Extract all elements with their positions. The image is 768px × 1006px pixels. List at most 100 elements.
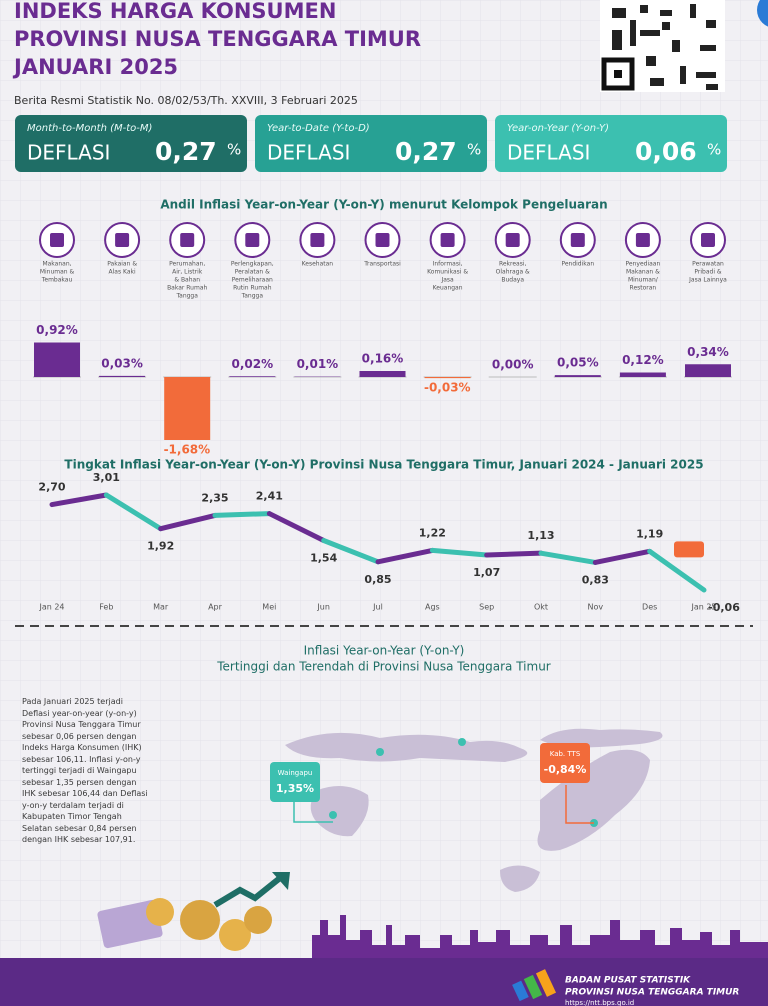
point-value-label: -0,06 <box>708 601 740 614</box>
card-unit: % <box>467 141 481 159</box>
line-segment <box>647 548 707 593</box>
line-segment <box>484 550 544 558</box>
card-kind: DEFLASI <box>267 141 350 165</box>
stat-card <box>15 115 247 172</box>
x-tick-label: Jan 25 <box>690 603 716 612</box>
card-value: 0,27 <box>395 137 457 166</box>
bar <box>619 372 666 377</box>
card-unit: % <box>707 141 721 159</box>
bar-value-label: 0,00% <box>492 358 534 372</box>
category-icon-glyph <box>50 233 64 247</box>
bar-value-label: 0,16% <box>362 352 404 366</box>
map-title: Inflasi Year-on-Year (Y-on-Y) <box>304 644 465 658</box>
footer-url: https://ntt.bps.go.id <box>565 999 634 1006</box>
x-tick-label: Ags <box>425 603 440 612</box>
category-label: Rutin Rumah <box>233 285 272 292</box>
line-segment <box>158 512 218 532</box>
category-label: Pemeliharaan <box>232 277 273 284</box>
category-label: Informasi, <box>433 261 463 268</box>
x-tick-label: Jan 24 <box>38 603 64 612</box>
line-segment <box>592 548 653 565</box>
card-unit: % <box>227 141 241 159</box>
bar-value-label: 0,34% <box>687 345 729 359</box>
point-value-label: 2,35 <box>201 491 228 504</box>
line-segment <box>49 492 109 508</box>
callout-name: Kab. TTS <box>550 750 581 758</box>
map-title: Tertinggi dan Terendah di Provinsi Nusa … <box>216 660 551 674</box>
category-label: Transportasi <box>363 261 401 268</box>
bar <box>424 377 471 379</box>
bar <box>34 342 80 377</box>
callout-name: Waingapu <box>278 769 313 777</box>
category-label: & Bahan <box>174 277 200 284</box>
header-subtitle: Berita Resmi Statistik No. 08/02/53/Th. … <box>14 94 358 107</box>
category-icon-glyph <box>180 233 195 247</box>
category-label: Alas Kaki <box>109 269 136 276</box>
bps-logo <box>512 969 557 1002</box>
callout-box <box>270 762 320 802</box>
card-label: Month-to-Month (M-to-M) <box>27 123 152 134</box>
bar-value-label: 0,01% <box>297 357 339 371</box>
callout-line <box>565 785 594 824</box>
card-kind: DEFLASI <box>507 141 590 165</box>
stat-card <box>255 115 487 172</box>
edge-badge <box>757 0 768 27</box>
x-tick-label: Jul <box>372 603 383 612</box>
category-label: Minuman/ <box>628 277 659 284</box>
map-islands <box>285 728 663 892</box>
x-tick-label: Okt <box>534 603 548 612</box>
category-label: Tembakau <box>41 277 73 284</box>
card-kind: DEFLASI <box>27 141 110 165</box>
skyline <box>312 915 768 960</box>
bar-value-label: 0,05% <box>557 356 599 370</box>
x-tick-label: Des <box>642 603 657 612</box>
header-title: INDEKS HARGA KONSUMEN <box>14 0 336 23</box>
category-label: Olahraga & <box>496 269 530 276</box>
category-label: Minuman & <box>40 269 75 276</box>
callout-value: 1,35% <box>276 782 314 795</box>
category-label: Perawatan <box>692 261 724 268</box>
point-value-label: 0,83 <box>582 573 609 586</box>
bar <box>99 375 146 377</box>
bar-value-label: 0,92% <box>36 323 78 337</box>
qr-code <box>600 0 725 92</box>
footer-province: PROVINSI NUSA TENGGARA TIMUR <box>565 988 739 998</box>
card-label: Year-to-Date (Y-to-D) <box>267 123 370 134</box>
category-icon-glyph <box>310 233 325 247</box>
bar <box>359 371 406 377</box>
header-title: JANUARI 2025 <box>12 55 178 79</box>
bar <box>685 364 731 377</box>
category-label: Tangga <box>241 293 264 300</box>
footer-org: BADAN PUSAT STATISTIK <box>565 976 691 986</box>
category-label: Makanan & <box>626 269 660 276</box>
category-label: Pribadi & <box>694 269 722 276</box>
category-label: Peralatan & <box>235 269 270 276</box>
point-value-label: 1,07 <box>473 566 500 579</box>
x-tick-label: Mei <box>262 603 276 612</box>
category-label: Komunikasi & <box>427 269 468 276</box>
footer-band <box>0 958 768 1006</box>
callout-box <box>540 743 590 783</box>
truck-icon <box>674 541 704 558</box>
callout-line <box>293 800 333 823</box>
category-label: Jasa Lainnya <box>688 277 727 284</box>
card-value: 0,27 <box>155 137 217 166</box>
header-title: PROVINSI NUSA TENGGARA TIMUR <box>14 27 421 51</box>
category-label: Keuangan <box>433 285 463 292</box>
category-label: Penyediaan <box>626 261 661 268</box>
category-label: Perumahan, <box>169 261 205 268</box>
category-icon-glyph <box>375 233 390 247</box>
map-dot <box>376 748 384 756</box>
category-icon-glyph <box>570 233 585 247</box>
x-tick-label: Mar <box>153 603 169 612</box>
category-label: Bakar Rumah <box>167 285 207 292</box>
category-icon-glyph <box>635 233 650 247</box>
card-value: 0,06 <box>635 137 697 166</box>
x-tick-label: Nov <box>588 603 604 612</box>
point-value-label: 1,19 <box>636 527 663 540</box>
map-dot <box>329 811 337 819</box>
bar <box>554 375 601 377</box>
point-value-label: 2,41 <box>256 490 283 503</box>
